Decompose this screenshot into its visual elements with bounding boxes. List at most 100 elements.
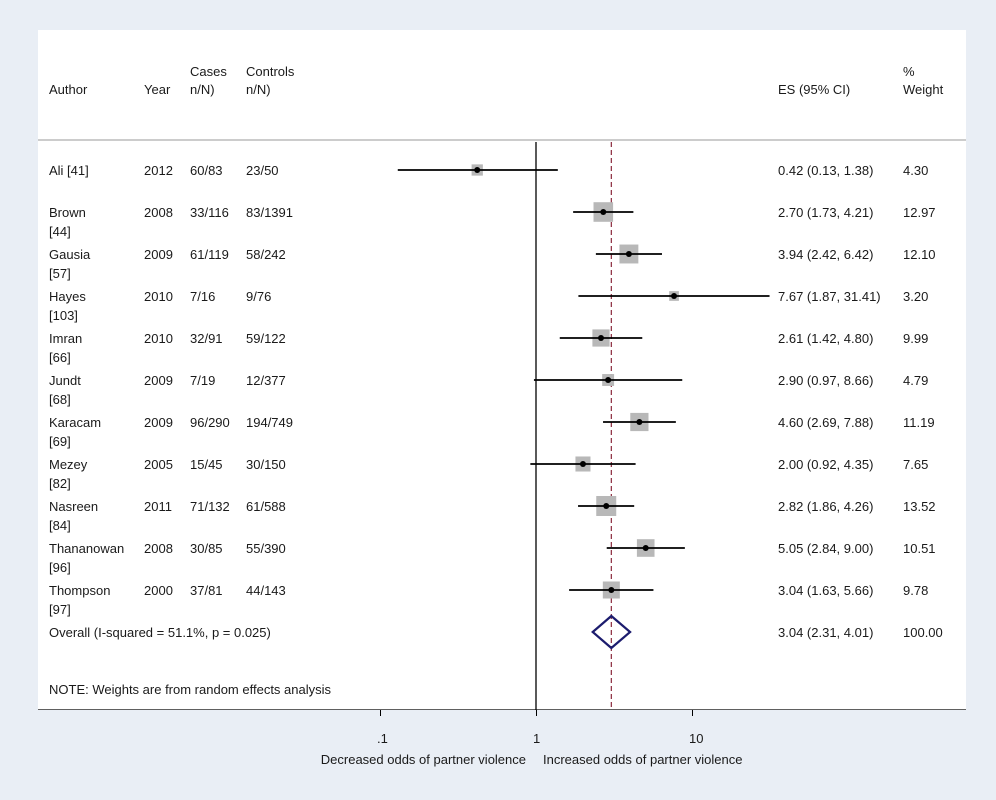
point-estimate bbox=[597, 335, 604, 341]
study-author: Thananowan bbox=[49, 541, 125, 556]
study-controls: 83/1391 bbox=[246, 205, 293, 220]
study-es-ci: 2.82 (1.86, 4.26) bbox=[778, 499, 874, 514]
study-author: Gausia bbox=[49, 247, 91, 262]
study-controls: 59/122 bbox=[246, 331, 286, 346]
note-text: NOTE: Weights are from random effects an… bbox=[49, 682, 332, 697]
header-cases: Cases n/N) bbox=[190, 64, 227, 97]
study-weight: 13.52 bbox=[903, 499, 936, 514]
study-controls: 55/390 bbox=[246, 541, 286, 556]
study-author: Jundt bbox=[49, 373, 81, 388]
study-es-ci: 0.42 (0.13, 1.38) bbox=[778, 163, 874, 178]
x-tick-mark bbox=[535, 710, 537, 716]
study-cases: 71/132 bbox=[190, 499, 230, 514]
study-reference: [68] bbox=[49, 392, 71, 407]
overall-es-ci: 3.04 (2.31, 4.01) bbox=[778, 625, 874, 640]
study-reference: [66] bbox=[49, 350, 71, 365]
x-tick-label: .1 bbox=[377, 731, 388, 746]
point-estimate bbox=[671, 293, 678, 299]
study-cases: 33/116 bbox=[190, 205, 229, 220]
study-reference: [103] bbox=[49, 308, 78, 323]
study-year: 2008 bbox=[144, 205, 173, 220]
study-weight: 4.30 bbox=[903, 163, 929, 178]
study-controls: 44/143 bbox=[246, 583, 286, 598]
study-cases: 7/19 bbox=[190, 373, 216, 388]
study-year: 2009 bbox=[144, 247, 173, 262]
study-cases: 60/83 bbox=[190, 163, 223, 178]
study-author: Thompson bbox=[49, 583, 111, 598]
point-estimate bbox=[600, 209, 607, 215]
overall-label: Overall (I-squared = 51.1%, p = 0.025) bbox=[49, 625, 271, 640]
point-estimate bbox=[605, 377, 612, 383]
overall-weight: 100.00 bbox=[903, 625, 943, 640]
study-year: 2011 bbox=[144, 499, 172, 514]
study-reference: [97] bbox=[49, 602, 71, 617]
x-tick-label: 1 bbox=[533, 731, 541, 746]
header-year: Year bbox=[144, 82, 171, 97]
study-es-ci: 3.04 (1.63, 5.66) bbox=[778, 583, 874, 598]
study-reference: [82] bbox=[49, 476, 71, 491]
study-es-ci: 4.60 (2.69, 7.88) bbox=[778, 415, 874, 430]
study-es-ci: 3.94 (2.42, 6.42) bbox=[778, 247, 874, 262]
point-estimate bbox=[625, 251, 632, 257]
forest-plot-svg bbox=[38, 139, 966, 710]
header-es: ES (95% CI) bbox=[778, 82, 851, 97]
study-year: 2010 bbox=[144, 289, 173, 304]
study-author: Nasreen bbox=[49, 499, 99, 514]
study-cases: 15/45 bbox=[190, 457, 223, 472]
study-controls: 23/50 bbox=[246, 163, 279, 178]
study-reference: [57] bbox=[49, 266, 71, 281]
study-cases: 96/290 bbox=[190, 415, 230, 430]
study-year: 2012 bbox=[144, 163, 173, 178]
study-year: 2008 bbox=[144, 541, 173, 556]
study-author: Ali [41] bbox=[49, 163, 89, 178]
study-author: Hayes bbox=[49, 289, 86, 304]
study-author: Imran bbox=[49, 331, 83, 346]
study-weight: 12.97 bbox=[903, 205, 936, 220]
study-weight: 11.19 bbox=[903, 415, 935, 430]
x-axis-label-decreased: Decreased odds of partner violence bbox=[320, 752, 526, 767]
study-year: 2010 bbox=[144, 331, 173, 346]
study-weight: 4.79 bbox=[903, 373, 929, 388]
study-weight: 3.20 bbox=[903, 289, 929, 304]
forest-plot-panel: Author Year Cases n/N) Controls n/N) ES (95%… bbox=[38, 30, 966, 710]
study-weight: 10.51 bbox=[903, 541, 936, 556]
overall-diamond bbox=[591, 614, 632, 650]
study-weight: 9.78 bbox=[903, 583, 929, 598]
study-author: Brown bbox=[49, 205, 86, 220]
x-tick-label: 10 bbox=[689, 731, 704, 746]
x-tick-mark bbox=[379, 710, 381, 716]
study-controls: 61/588 bbox=[246, 499, 286, 514]
x-tick-mark bbox=[691, 710, 693, 716]
study-weight: 9.99 bbox=[903, 331, 929, 346]
point-estimate bbox=[642, 545, 649, 551]
study-controls: 194/749 bbox=[246, 415, 293, 430]
study-year: 2009 bbox=[144, 415, 173, 430]
point-estimate bbox=[636, 419, 643, 425]
study-year: 2009 bbox=[144, 373, 173, 388]
study-year: 2005 bbox=[144, 457, 173, 472]
study-cases: 61/119 bbox=[190, 247, 229, 262]
point-estimate bbox=[474, 167, 481, 173]
study-controls: 12/377 bbox=[246, 373, 286, 388]
study-cases: 7/16 bbox=[190, 289, 216, 304]
study-reference: [69] bbox=[49, 434, 71, 449]
header-author: Author bbox=[49, 82, 88, 97]
study-reference: [84] bbox=[49, 518, 71, 533]
study-controls: 30/150 bbox=[246, 457, 286, 472]
study-es-ci: 2.61 (1.42, 4.80) bbox=[778, 331, 874, 346]
study-controls: 58/242 bbox=[246, 247, 286, 262]
study-reference: [96] bbox=[49, 560, 71, 575]
study-cases: 32/91 bbox=[190, 331, 223, 346]
study-es-ci: 5.05 (2.84, 9.00) bbox=[778, 541, 874, 556]
header-weight: % Weight bbox=[903, 64, 944, 97]
point-estimate bbox=[608, 587, 615, 593]
study-weight: 7.65 bbox=[903, 457, 929, 472]
study-es-ci: 2.90 (0.97, 8.66) bbox=[778, 373, 874, 388]
point-estimate bbox=[579, 461, 586, 467]
study-author: Karacam bbox=[49, 415, 102, 430]
study-es-ci: 2.00 (0.92, 4.35) bbox=[778, 457, 874, 472]
study-cases: 30/85 bbox=[190, 541, 223, 556]
x-axis-label-increased: Increased odds of partner violence bbox=[543, 752, 743, 767]
study-weight: 12.10 bbox=[903, 247, 936, 262]
study-controls: 9/76 bbox=[246, 289, 272, 304]
